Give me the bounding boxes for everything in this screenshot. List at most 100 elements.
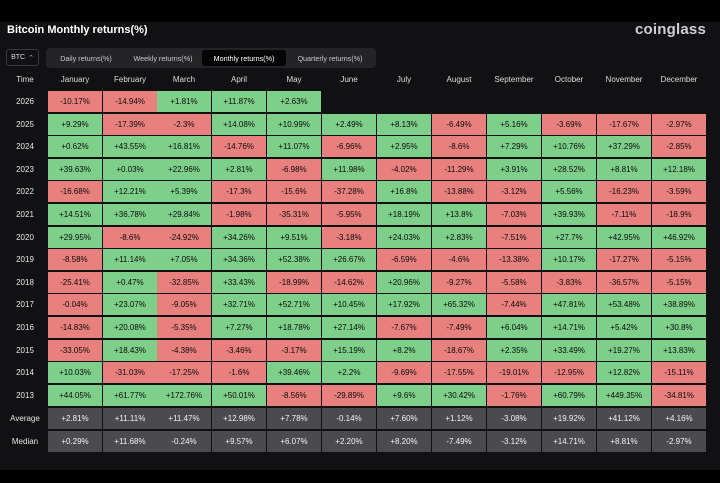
tab-monthly[interactable]: Monthly returns(%) [202,50,286,66]
return-cell: +53.48% [597,294,651,316]
summary-cell: -3.08% [487,408,541,430]
return-cell: -17.67% [597,113,651,135]
return-cell: -18.99% [267,271,321,293]
return-cell: +34.36% [212,249,266,271]
column-header-november: November [605,74,643,84]
return-cell: +10.03% [48,362,102,384]
row-label-year: 2024 [16,142,34,152]
summary-cell: +0.29% [48,431,102,452]
summary-cell: +7.60% [377,408,431,430]
return-cell: -0.04% [48,294,102,316]
row-label-year: 2013 [16,390,34,400]
return-cell: +23.07% [103,294,157,316]
tab-quarterly[interactable]: Quarterly returns(%) [297,53,363,63]
column-header-april: April [230,74,247,84]
column-header-may: May [286,74,302,84]
row-label-year: 2021 [16,210,34,219]
asset-select-value: BTC [11,54,26,61]
return-cell: +52.38% [267,249,321,271]
return-cell: -5.35% [157,317,211,338]
return-cell: -18.67% [432,339,486,361]
row-label-year: 2023 [16,164,34,174]
return-cell: -13.88% [432,181,486,203]
return-cell: +37.29% [597,136,651,158]
summary-cell: +9.57% [212,431,266,452]
return-cell: -2.85% [652,136,706,158]
return-cell: +16.8% [377,181,431,203]
row-label-year: 2026 [16,97,34,106]
return-cell: +33.49% [542,339,596,361]
return-cell: +2.63% [267,91,321,112]
return-cell: -18.9% [652,204,706,225]
return-cell: +6.04% [487,317,541,338]
return-cell: -17.25% [157,362,211,384]
row-label-year: 2022 [16,187,34,197]
return-cell: -35.31% [267,204,321,225]
return-cell: +12.21% [103,181,157,203]
summary-cell: +14.71% [542,431,596,452]
return-cell: -3.12% [487,181,541,203]
return-cell: +13.83% [652,339,706,361]
return-cell: -5.58% [487,271,541,293]
column-header-february: February [113,74,146,84]
return-cell: -24.92% [157,226,211,248]
return-cell: +11.07% [267,136,321,158]
return-cell: -31.03% [103,362,157,384]
summary-cell: +11.11% [103,408,157,430]
return-cell: -6.96% [322,136,376,158]
return-cell: +29.84% [157,204,211,225]
chevron-updown-icon: ⌃ [28,54,34,62]
return-cell: +60.79% [542,384,596,406]
return-cell: +33.43% [212,271,266,293]
return-cell: +13.8% [432,204,486,225]
return-cell: +36.78% [103,204,157,225]
return-cell: -9.05% [157,294,211,316]
return-cell: -7.67% [377,317,431,338]
return-cell: +1.81% [157,91,211,112]
return-cell: -3.17% [267,339,321,361]
return-cell: +9.51% [267,226,321,248]
return-cell: +172.76% [157,384,211,406]
return-cell: -8.6% [432,136,486,158]
return-cell: +2.95% [377,136,431,158]
return-cell: -4.6% [432,249,486,271]
summary-cell: +7.78% [267,408,321,430]
return-cell: +47.81% [542,294,596,316]
column-header-august: August [446,74,472,84]
return-cell: -3.69% [542,113,596,135]
row-label-median: Median [11,437,39,446]
return-cell: +10.99% [267,113,321,135]
return-cell: +10.45% [322,294,376,316]
return-cell: -15.11% [652,362,706,384]
return-cell: -7.03% [487,204,541,225]
return-cell: -37.28% [322,181,376,203]
return-cell: +22.96% [157,158,211,180]
return-cell: -7.51% [487,226,541,248]
row-label-year: 2016 [16,323,34,332]
return-cell: +5.56% [542,181,596,203]
summary-cell: -2.97% [652,431,706,452]
return-cell: +2.35% [487,339,541,361]
return-cell: -5.95% [322,204,376,225]
returns-period-tabs: Daily returns(%) Weekly returns(%) Month… [46,48,376,68]
summary-cell: -0.24% [157,431,211,452]
return-cell: -6.98% [267,158,321,180]
return-cell: -34.81% [652,384,706,406]
column-header-june: June [340,74,358,84]
return-cell: +5.42% [597,317,651,338]
top-black-bar [0,0,720,22]
return-cell: -13.38% [487,249,541,271]
return-cell: +27.7% [542,226,596,248]
column-header-september: September [494,74,534,84]
return-cell: +52.71% [267,294,321,316]
return-cell: -25.41% [48,271,102,293]
return-cell: +0.03% [103,158,157,180]
return-cell: +2.83% [432,226,486,248]
tab-weekly[interactable]: Weekly returns(%) [133,53,193,63]
return-cell: -5.15% [652,271,706,293]
return-cell: +20.96% [377,271,431,293]
tab-daily[interactable]: Daily returns(%) [60,53,112,63]
return-cell: -36.57% [597,271,651,293]
asset-select[interactable]: BTC ⌃ [6,49,39,66]
return-cell: -16.23% [597,181,651,203]
